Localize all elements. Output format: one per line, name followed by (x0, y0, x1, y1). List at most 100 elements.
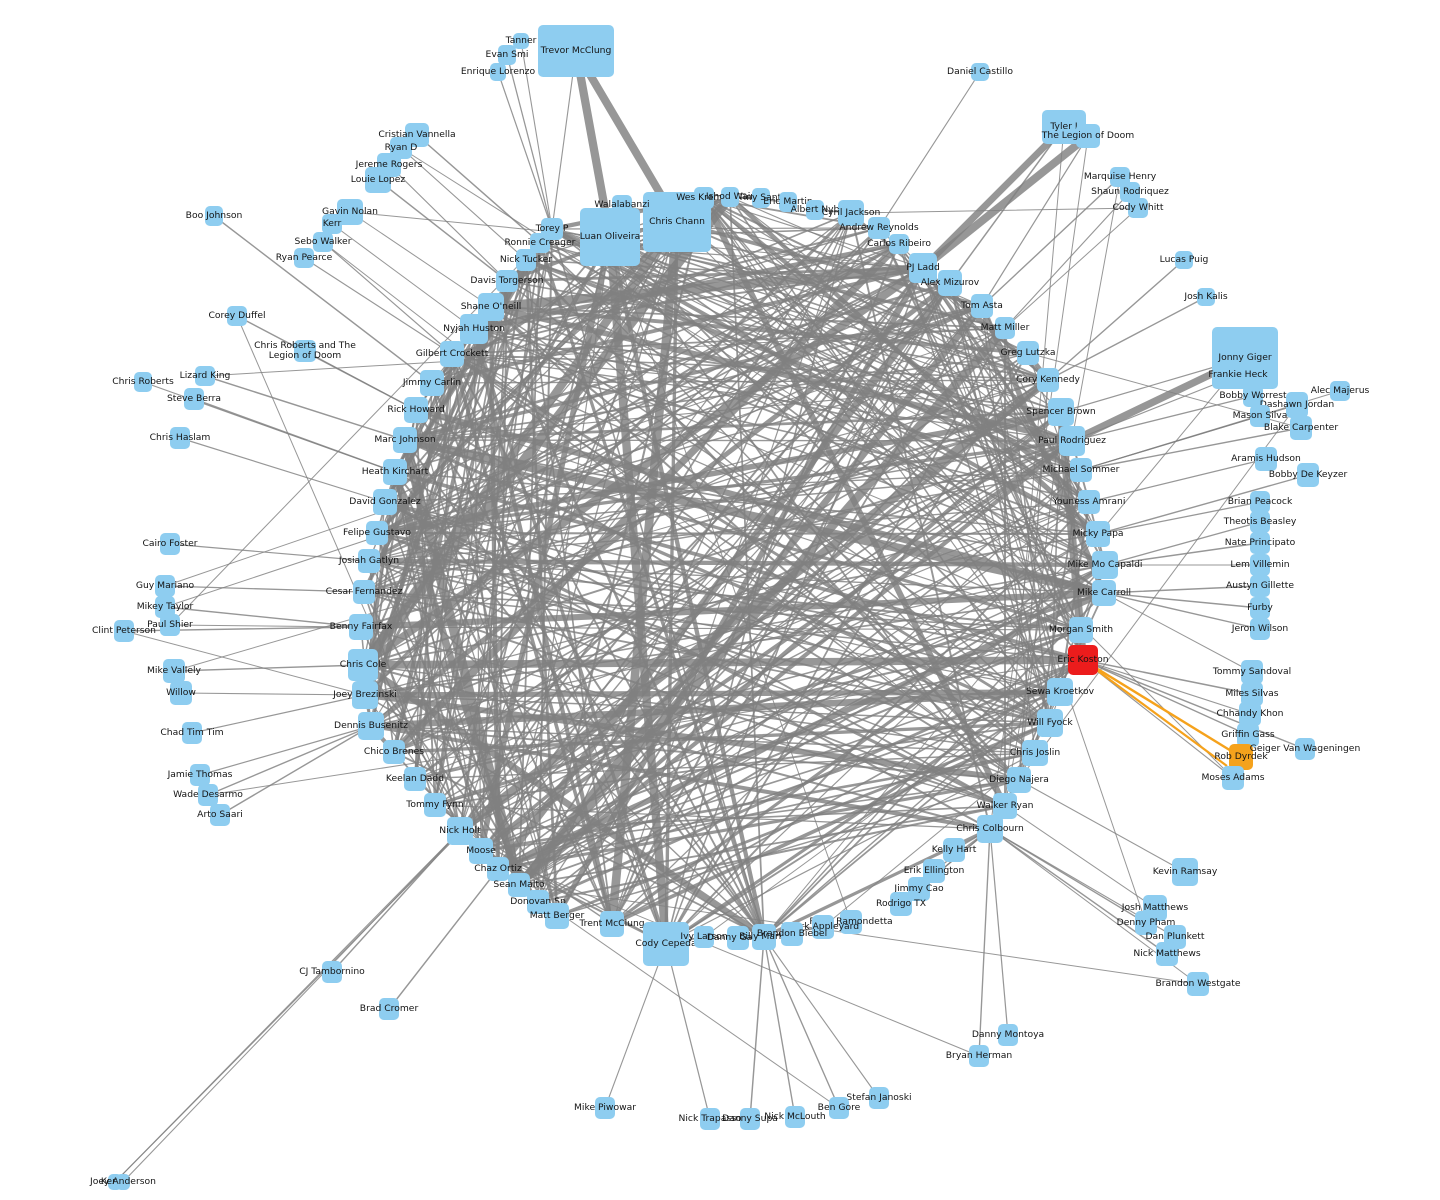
graph-node-michael-sommer[interactable] (1070, 458, 1092, 482)
graph-node-alec-majerus[interactable] (1330, 381, 1350, 401)
graph-node-aramis-hudson[interactable] (1255, 447, 1277, 471)
graph-node-boo-johnson[interactable] (205, 206, 223, 226)
graph-node-legion-of-doom[interactable] (1076, 124, 1100, 148)
graph-node-nyjah-huston[interactable] (460, 314, 488, 344)
graph-node-greg-lutzka[interactable] (1017, 341, 1039, 365)
graph-node-marc-johnson[interactable] (393, 427, 417, 453)
graph-node-luan-oliveira[interactable] (580, 208, 640, 266)
graph-node-daniel-castillo[interactable] (971, 63, 989, 81)
graph-node-griffin-gass[interactable] (1237, 723, 1259, 747)
graph-node-cairo-foster[interactable] (160, 533, 180, 555)
graph-node-david-gonzalez[interactable] (373, 489, 397, 515)
graph-node-kelly-hart[interactable] (943, 838, 965, 862)
graph-node-chico-brenes[interactable] (383, 740, 405, 764)
graph-node-cesar-fernandez[interactable] (353, 580, 375, 604)
graph-node-andrew-reynolds[interactable] (868, 217, 890, 239)
graph-node-cyril-jackson[interactable] (838, 200, 864, 226)
graph-node-cody-whitt[interactable] (1128, 198, 1148, 218)
graph-node-corey-duffel[interactable] (227, 306, 247, 326)
graph-node-diego-najera[interactable] (1007, 767, 1031, 793)
graph-node-shaun-rodriquez[interactable] (1120, 182, 1140, 202)
graph-node-ishod-wair[interactable] (721, 187, 739, 207)
graph-node-joey-anderson[interactable] (116, 1174, 130, 1190)
graph-node-jimmy-cao[interactable] (908, 877, 930, 901)
graph-node-walker-ryan[interactable] (993, 793, 1017, 819)
graph-node-davis-torgerson[interactable] (496, 270, 518, 292)
graph-node-geiger-van-wageningen[interactable] (1295, 738, 1315, 760)
graph-node-denny-pham[interactable] (1135, 911, 1157, 935)
graph-node-ronnie-creager[interactable] (530, 233, 550, 253)
graph-node-furby[interactable] (1250, 597, 1270, 619)
graph-node-spencer-brown[interactable] (1048, 398, 1074, 426)
graph-node-chris-roberts[interactable] (134, 372, 152, 392)
graph-node-paul-rodriguez[interactable] (1059, 426, 1085, 456)
graph-node-jeron-wilson[interactable] (1250, 618, 1270, 640)
graph-node-chhandy-khon[interactable] (1239, 702, 1261, 726)
graph-node-felipe-gustavo[interactable] (366, 521, 388, 545)
graph-node-paul-shier[interactable] (160, 614, 180, 636)
graph-node-mike-piwowar[interactable] (595, 1097, 615, 1119)
graph-node-sebo-walker[interactable] (313, 232, 333, 252)
graph-node-nick-tucker[interactable] (516, 249, 536, 271)
graph-node-nate-principato[interactable] (1250, 532, 1270, 554)
graph-node-wes-kremer[interactable] (694, 187, 714, 209)
graph-node-albert-nyb[interactable] (806, 200, 824, 220)
graph-node-chris-cole[interactable] (348, 649, 378, 681)
graph-node-tiny-santi[interactable] (752, 188, 770, 208)
graph-node-nick-trapasso[interactable] (700, 1108, 720, 1130)
graph-node-josh-kalis[interactable] (1197, 288, 1215, 306)
graph-node-benny-fairfax[interactable] (349, 614, 373, 640)
graph-node-danny-supa[interactable] (740, 1108, 760, 1130)
graph-node-youness-amrani[interactable] (1078, 490, 1100, 514)
graph-node-billy-marks[interactable] (752, 924, 776, 950)
graph-node-willow[interactable] (170, 681, 192, 705)
graph-node-carlos-ribeiro[interactable] (889, 234, 909, 254)
graph-node-steve-berra[interactable] (184, 388, 204, 410)
graph-node-mark-appleyard[interactable] (812, 915, 834, 939)
graph-node-mike-mo-capaldi[interactable] (1092, 551, 1118, 579)
graph-node-tom-asta[interactable] (971, 294, 993, 318)
graph-node-kerr[interactable] (322, 214, 342, 234)
graph-node-bobby-worrest[interactable] (1243, 385, 1263, 407)
graph-node-mikey-taylor[interactable] (155, 596, 175, 618)
graph-node-cory-kennedy[interactable] (1037, 368, 1059, 392)
graph-node-jamie-thomas[interactable] (190, 764, 210, 786)
graph-node-danny-garcia[interactable] (727, 926, 749, 950)
graph-node-guy-mariano[interactable] (155, 575, 175, 597)
graph-node-chad-tim-tim[interactable] (182, 722, 202, 744)
graph-node-blake-carpenter[interactable] (1290, 416, 1312, 440)
graph-node-lucas-puig[interactable] (1175, 251, 1193, 269)
graph-node-cody-cepeda[interactable] (643, 922, 689, 966)
graph-node-mike-carroll[interactable] (1092, 580, 1116, 606)
graph-node-micky-papa[interactable] (1086, 521, 1110, 547)
graph-node-cj-tambornino[interactable] (322, 961, 342, 983)
graph-node-eric-koston[interactable] (1068, 645, 1098, 675)
graph-node-mason-silva[interactable] (1250, 405, 1270, 427)
graph-node-ben-gore[interactable] (829, 1097, 849, 1119)
graph-node-chaz-ortiz[interactable] (487, 857, 509, 881)
graph-node-chris-joslin[interactable] (1022, 740, 1048, 766)
graph-node-keelan-dadd[interactable] (404, 767, 426, 791)
graph-node-pj-ladd[interactable] (909, 253, 937, 283)
graph-node-tommy-fynn[interactable] (424, 793, 446, 817)
graph-node-nick-mclouth[interactable] (785, 1106, 805, 1128)
graph-node-arto-saari[interactable] (210, 804, 230, 826)
graph-node-lizard-king[interactable] (195, 366, 215, 386)
graph-node-evan-smith[interactable] (498, 45, 516, 65)
graph-node-stefan-janoski[interactable] (869, 1087, 889, 1109)
graph-node-rodrigo-tx[interactable] (890, 892, 912, 916)
graph-node-matt-berger[interactable] (545, 903, 569, 929)
graph-node-bryan-herman[interactable] (969, 1045, 989, 1067)
graph-node-bobby-de-keyzer[interactable] (1297, 463, 1319, 487)
graph-node-nick-holt[interactable] (447, 817, 473, 845)
graph-node-jimmy-carlin[interactable] (420, 370, 444, 396)
graph-node-donovan-sp[interactable] (527, 890, 549, 914)
graph-node-matt-miller[interactable] (995, 317, 1015, 339)
graph-node-theotis-beasley[interactable] (1250, 511, 1270, 533)
graph-node-ryan-pearce[interactable] (294, 248, 314, 268)
graph-node-chris-haslam[interactable] (170, 427, 190, 449)
graph-node-enrique-lorenzo[interactable] (490, 63, 506, 81)
graph-node-trent-mcclung[interactable] (600, 911, 624, 937)
